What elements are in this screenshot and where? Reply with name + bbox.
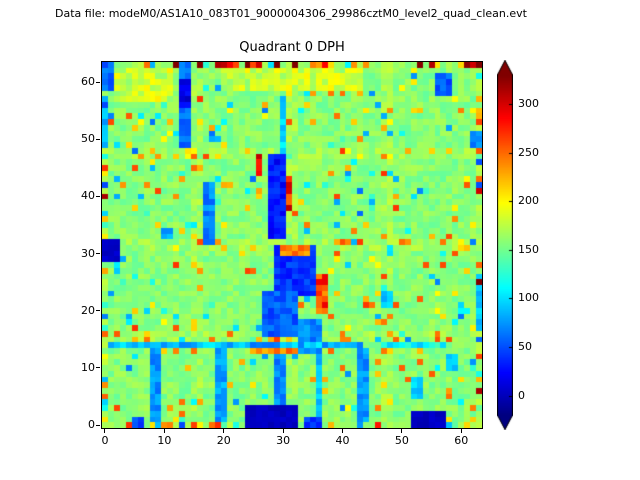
colorbar-tick-label: 200	[518, 194, 539, 208]
colorbar-tick-label: 0	[518, 388, 525, 402]
colorbar	[497, 60, 513, 430]
x-tick-label: 30	[276, 434, 291, 447]
heatmap-plot	[101, 61, 483, 429]
y-tick-mark	[96, 367, 100, 369]
x-tick-mark	[104, 429, 106, 433]
y-tick-label: 20	[81, 303, 95, 317]
y-tick-mark	[96, 253, 100, 255]
y-tick-mark	[96, 195, 100, 197]
x-tick-mark	[401, 429, 403, 433]
x-tick-label: 20	[216, 434, 231, 447]
x-tick-label: 40	[335, 434, 350, 447]
x-tick-mark	[460, 429, 462, 433]
heatmap-canvas	[102, 62, 482, 428]
x-tick-mark	[341, 429, 343, 433]
y-tick-mark	[96, 138, 100, 140]
x-tick-label: 10	[157, 434, 172, 447]
colorbar-tick-label: 250	[518, 145, 539, 159]
x-tick-mark	[223, 429, 225, 433]
x-tick-label: 0	[101, 434, 109, 447]
y-tick-label: 0	[88, 418, 95, 432]
x-tick-mark	[163, 429, 165, 433]
colorbar-tick-label: 100	[518, 291, 539, 305]
colorbar-tick-label: 300	[518, 97, 539, 111]
y-tick-label: 50	[81, 132, 95, 146]
x-tick-mark	[282, 429, 284, 433]
datafile-label: Data file: modeM0/AS1A10_083T01_90000043…	[55, 7, 527, 20]
y-tick-label: 60	[81, 75, 95, 89]
y-tick-mark	[96, 310, 100, 312]
y-tick-label: 10	[81, 360, 95, 374]
y-tick-label: 40	[81, 189, 95, 203]
y-tick-mark	[96, 424, 100, 426]
plot-title: Quadrant 0 DPH	[239, 40, 345, 55]
colorbar-tick-label: 50	[518, 340, 532, 353]
colorbar-tick-label: 150	[518, 242, 539, 256]
x-tick-label: 50	[394, 434, 409, 447]
x-tick-label: 60	[454, 434, 469, 447]
y-tick-label: 30	[81, 246, 95, 260]
y-tick-mark	[96, 81, 100, 83]
